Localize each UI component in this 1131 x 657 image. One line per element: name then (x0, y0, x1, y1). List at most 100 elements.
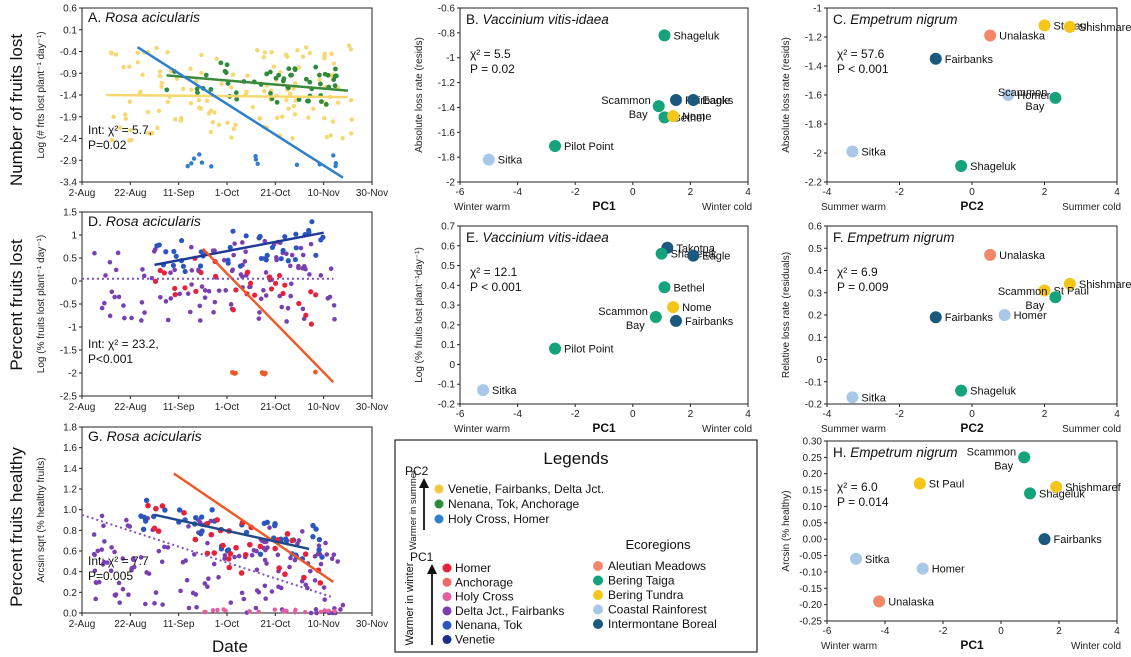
data-point-A (208, 87, 214, 92)
data-point-D (243, 233, 249, 239)
site-point-E (649, 310, 662, 323)
data-point-A (165, 99, 170, 105)
y-tick-label-H: -0.10 (799, 567, 822, 578)
data-point-G (283, 536, 289, 542)
trend-line-D (201, 247, 335, 384)
site-point-C (846, 145, 859, 158)
data-point-G (262, 539, 267, 545)
data-point-A (255, 161, 260, 167)
data-point-A (317, 72, 322, 78)
data-point-A (348, 131, 354, 136)
x-tick-label-B: -6 (456, 187, 465, 198)
y-tick-label-A: -0.9 (60, 69, 78, 80)
data-point-D (210, 248, 216, 253)
x-tick-label-G: 22-Aug (114, 619, 146, 630)
data-point-D (242, 259, 248, 264)
data-point-G (321, 585, 327, 590)
data-point-D (244, 270, 250, 276)
data-point-G (301, 574, 307, 581)
site-label-F: St Paul (1054, 286, 1089, 298)
data-point-G (178, 588, 183, 594)
x-axis-left-F: Summer warm (821, 424, 886, 435)
data-point-A (195, 90, 200, 96)
site-label-H: St Paul (929, 479, 964, 491)
data-point-D (300, 306, 306, 312)
site-label-B: Shageluk (673, 30, 719, 42)
data-point-G (176, 507, 183, 513)
site-label-B: Sitka (498, 155, 523, 167)
data-point-D (258, 296, 264, 302)
data-point-G (322, 597, 328, 602)
data-point-G (199, 528, 205, 534)
data-point-G (293, 607, 298, 613)
data-point-D (240, 240, 245, 245)
data-point-A (287, 91, 293, 97)
panel-title-B: B. Vaccinium vitis-idaea (466, 12, 609, 27)
x-axis-right-F: Summer cold (1062, 424, 1121, 435)
panel-title-H: H. Empetrum nigrum (833, 445, 958, 460)
data-point-D (213, 273, 219, 279)
data-point-A (199, 70, 204, 76)
p-value-B: P = 0.02 (470, 62, 515, 76)
data-point-G (276, 565, 282, 571)
y-tick-label-A: -0.4 (60, 47, 78, 58)
y-axis-label-H: Arcsin (% healthy) (781, 490, 792, 571)
data-point-A (135, 50, 140, 55)
data-point-G (215, 607, 220, 613)
data-point-D (152, 278, 159, 284)
data-point-A (159, 84, 164, 89)
site-point-F (846, 391, 859, 404)
x-tick-label-D: 22-Aug (114, 402, 146, 413)
data-point-A (121, 64, 126, 70)
x-tick-label-B: -2 (571, 187, 580, 198)
site-point-H (850, 552, 862, 565)
data-point-G (116, 580, 122, 586)
stat-label-H: χ² = 6.0 (837, 480, 878, 494)
data-point-G (287, 564, 292, 570)
data-point-D (202, 295, 208, 300)
data-point-A (159, 80, 164, 86)
site-point-H (1050, 480, 1063, 493)
data-point-D (107, 259, 113, 265)
site-point-E (655, 247, 668, 260)
data-point-G (202, 581, 208, 586)
data-point-G (247, 609, 252, 614)
site-label-B: Pilot Point (564, 141, 614, 153)
data-point-A (333, 66, 338, 72)
data-point-A (332, 83, 338, 89)
x-tick-label-A: 30-Nov (356, 188, 388, 199)
data-point-D (154, 243, 160, 249)
data-point-A (199, 160, 205, 165)
data-point-D (197, 303, 203, 309)
x-tick-label-C: 2 (1042, 187, 1048, 198)
data-point-A (225, 81, 231, 86)
site-label-C: Scammon (998, 87, 1048, 99)
data-point-G (216, 575, 221, 580)
x-tick-label-F: 0 (969, 409, 975, 420)
x-tick-label-D: 1-Oct (215, 402, 240, 413)
y-axis-label-D: Log (% fruits lost plant⁻¹ day⁻¹) (36, 235, 47, 373)
data-point-D (103, 273, 108, 278)
data-point-D (331, 303, 337, 308)
data-point-A (323, 102, 329, 107)
data-point-D (300, 252, 306, 258)
data-point-A (209, 164, 214, 169)
site-point-B (667, 110, 680, 123)
data-point-A (250, 104, 256, 110)
data-point-A (189, 87, 194, 92)
data-point-G (340, 602, 346, 608)
data-point-D (300, 266, 305, 271)
data-point-G (282, 571, 288, 578)
data-point-G (146, 571, 152, 576)
data-point-G (140, 526, 147, 533)
site-label-E: Bethel (673, 282, 704, 294)
data-point-G (186, 605, 192, 611)
data-point-G (241, 596, 247, 602)
data-point-G (96, 579, 102, 585)
data-point-G (210, 608, 216, 613)
site-label-H: Unalaska (888, 596, 935, 608)
data-point-A (128, 128, 133, 133)
y-tick-label-A: -2.4 (60, 134, 78, 145)
data-point-A (264, 71, 270, 77)
x-tick-label-D: 21-Oct (260, 402, 290, 413)
